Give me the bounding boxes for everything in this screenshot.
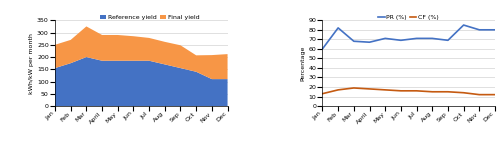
CF (%) [366,88,372,90]
PR (%) [366,41,372,43]
Legend: Reference yield, Final yield: Reference yield, Final yield [98,12,202,23]
PR (%) [351,40,357,42]
PR (%) [382,37,388,39]
Line: PR (%): PR (%) [322,25,495,49]
CF (%) [460,92,466,94]
Line: CF (%): CF (%) [322,88,495,95]
Legend: PR (%), CF (%): PR (%), CF (%) [376,12,442,23]
PR (%) [335,27,341,29]
PR (%) [398,39,404,41]
PR (%) [445,39,451,41]
CF (%) [445,91,451,93]
PR (%) [492,29,498,31]
Y-axis label: kWh/kW per month: kWh/kW per month [29,33,34,94]
PR (%) [430,37,436,39]
CF (%) [351,87,357,89]
CF (%) [335,89,341,91]
Y-axis label: Percentage: Percentage [300,46,306,81]
PR (%) [476,29,482,31]
CF (%) [492,94,498,96]
CF (%) [430,91,436,93]
PR (%) [320,48,326,50]
PR (%) [460,24,466,26]
PR (%) [414,37,420,39]
CF (%) [382,89,388,91]
CF (%) [320,93,326,95]
CF (%) [476,94,482,96]
CF (%) [398,90,404,92]
CF (%) [414,90,420,92]
